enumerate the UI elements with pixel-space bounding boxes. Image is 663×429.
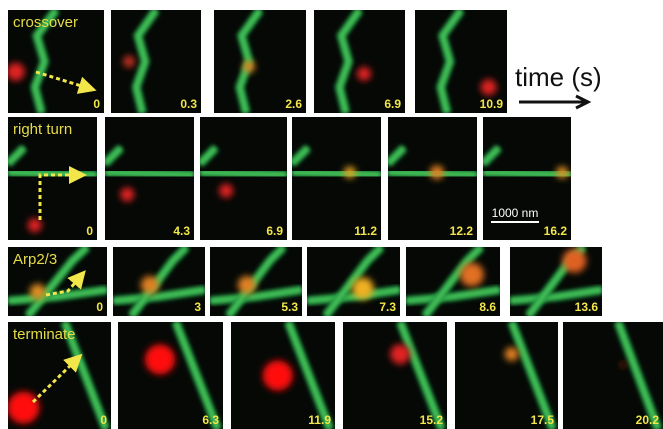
row-label: crossover [13, 14, 78, 31]
time-label: 7.3 [379, 300, 396, 314]
particle [28, 218, 42, 232]
time-label: 2.6 [285, 97, 302, 111]
frame [292, 117, 381, 240]
particle [141, 276, 159, 294]
particle [390, 344, 410, 364]
row-label: Arp2/3 [13, 251, 57, 268]
filament [292, 172, 381, 174]
time-label: 11.2 [354, 224, 377, 238]
particle [238, 276, 256, 294]
row-label: right turn [13, 121, 72, 138]
particle [145, 344, 175, 374]
frame [200, 117, 287, 240]
time-label: 6.3 [202, 413, 219, 427]
particle [620, 362, 626, 368]
time-label: 0 [100, 413, 107, 427]
time-axis-label: time (s) [515, 62, 602, 92]
filament [200, 172, 287, 174]
time-label: 0 [93, 97, 100, 111]
particle [430, 165, 444, 179]
time-label: 3 [194, 300, 201, 314]
figure: time (s) 0 crossover 0.3 2.6 6.9 10.9 0 right t… [0, 0, 663, 429]
time-label: 12.2 [450, 224, 474, 238]
time-label: 10.9 [480, 97, 504, 111]
time-label: 5.3 [281, 300, 298, 314]
particle [219, 184, 233, 198]
row-label: terminate [13, 326, 76, 343]
time-label: 20.2 [636, 413, 660, 427]
particle [505, 347, 519, 361]
particle [7, 63, 25, 81]
particle [120, 187, 134, 201]
particle [344, 166, 356, 178]
time-label: 11.9 [308, 413, 331, 427]
filament [105, 172, 194, 174]
time-label: 17.5 [531, 413, 555, 427]
particle [357, 67, 371, 81]
frame [105, 117, 194, 240]
time-label: 6.9 [384, 97, 401, 111]
particle [556, 166, 568, 178]
frame [388, 117, 477, 240]
particle [460, 263, 484, 287]
time-label: 8.6 [479, 300, 496, 314]
scale-bar-label: 1000 nm [492, 206, 539, 220]
particle [481, 79, 497, 95]
particle [7, 392, 39, 424]
particle [562, 249, 586, 273]
time-label: 13.6 [575, 300, 599, 314]
time-label: 0 [86, 224, 93, 238]
particle [30, 284, 46, 300]
particle [263, 361, 293, 391]
time-label: 4.3 [173, 224, 190, 238]
time-label: 6.9 [266, 224, 283, 238]
time-label: 0 [96, 300, 103, 314]
time-label: 16.2 [544, 224, 568, 238]
time-label: 0.3 [180, 97, 197, 111]
particle [123, 56, 135, 68]
frame [113, 247, 205, 316]
time-label: 15.2 [420, 413, 444, 427]
particle [243, 61, 255, 73]
particle [352, 277, 374, 299]
